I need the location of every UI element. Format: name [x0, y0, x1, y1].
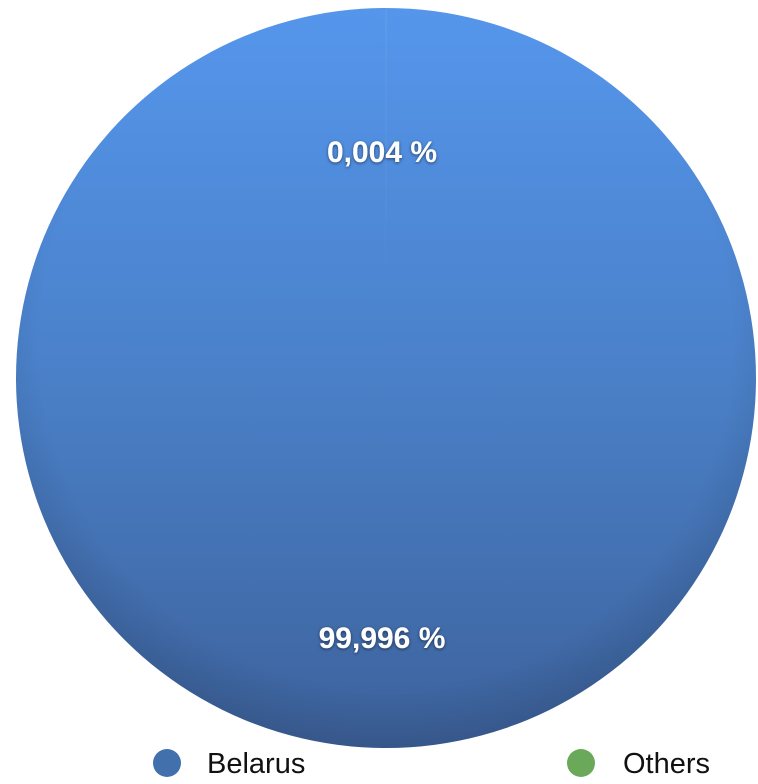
data-label-belarus: 99,996 %	[319, 622, 446, 655]
legend-label-others: Others	[623, 748, 710, 780]
legend-entry-belarus: Belarus	[153, 748, 305, 780]
legend: Belarus Others	[153, 748, 710, 780]
legend-marker-others	[567, 749, 595, 777]
data-label-others: 0,004 %	[327, 136, 437, 169]
pie-slices	[15, 7, 756, 749]
pie-data-labels: 0,004 % 99,996 %	[319, 136, 446, 655]
legend-label-belarus: Belarus	[207, 748, 305, 780]
legend-marker-belarus	[153, 749, 181, 777]
legend-entry-others: Others	[567, 748, 710, 780]
pie-edge-shade	[16, 8, 756, 748]
